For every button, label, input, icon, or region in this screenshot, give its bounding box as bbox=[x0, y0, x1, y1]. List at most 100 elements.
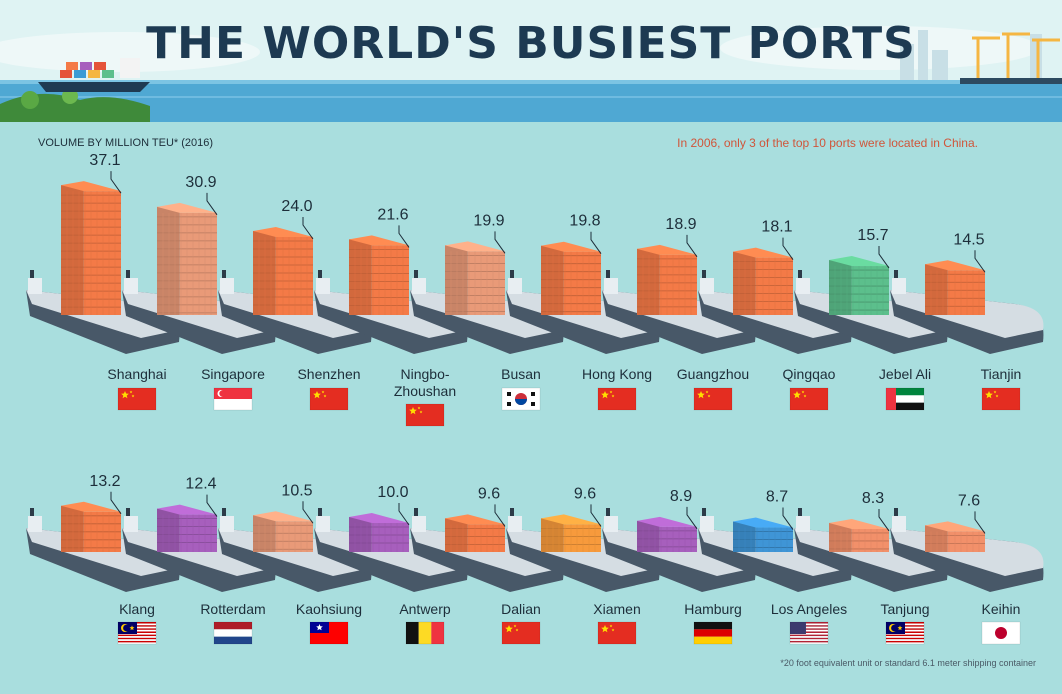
port-label: Dalian bbox=[501, 601, 541, 617]
ship-funnel bbox=[222, 508, 226, 516]
port-label: Hamburg bbox=[684, 601, 742, 617]
port-label: Ningbo-Zhoushan bbox=[394, 366, 456, 399]
china-flag-icon bbox=[982, 388, 1020, 410]
ship-bridge bbox=[892, 516, 906, 532]
bar bbox=[637, 245, 697, 315]
uae-flag-icon bbox=[886, 388, 924, 410]
ship-bridge bbox=[412, 516, 426, 532]
port-label: Keihin bbox=[982, 601, 1021, 617]
ship-bridge bbox=[28, 278, 42, 294]
bar bbox=[733, 518, 793, 552]
port-label: Guangzhou bbox=[677, 366, 749, 382]
germany-flag-icon bbox=[694, 622, 732, 644]
value-label: 9.6 bbox=[574, 485, 596, 502]
ship-funnel bbox=[414, 270, 418, 278]
ship-funnel bbox=[798, 270, 802, 278]
port-tianjin: 14.5 Tianjin bbox=[890, 231, 1043, 410]
bar bbox=[733, 248, 793, 315]
value-label: 13.2 bbox=[89, 473, 120, 490]
ship-funnel bbox=[606, 508, 610, 516]
port-label: Shenzhen bbox=[297, 366, 360, 382]
port-shanghai: 37.1 Shanghai bbox=[26, 152, 179, 410]
value-label: 10.5 bbox=[281, 482, 312, 499]
taiwan-flag-icon bbox=[310, 622, 348, 644]
ship-funnel bbox=[126, 508, 130, 516]
china-flag-icon bbox=[118, 388, 156, 410]
ship-bridge bbox=[796, 516, 810, 532]
port-label: Xiamen bbox=[593, 601, 640, 617]
ship-funnel bbox=[894, 508, 898, 516]
ship-bridge bbox=[508, 516, 522, 532]
netherlands-flag-icon bbox=[214, 622, 252, 644]
china-flag-icon bbox=[310, 388, 348, 410]
ship-funnel bbox=[606, 270, 610, 278]
bar bbox=[157, 505, 217, 552]
belgium-flag-icon bbox=[406, 622, 444, 644]
ship-bridge bbox=[700, 516, 714, 532]
china-flag-icon bbox=[598, 388, 636, 410]
value-label: 7.6 bbox=[958, 492, 980, 509]
bar bbox=[349, 235, 409, 315]
value-label: 18.1 bbox=[761, 219, 792, 236]
port-label: Qingqao bbox=[783, 366, 836, 382]
singapore-flag-icon bbox=[214, 388, 252, 410]
footnote: *20 foot equivalent unit or standard 6.1… bbox=[780, 658, 1036, 668]
bar bbox=[925, 260, 985, 315]
usa-flag-icon bbox=[790, 622, 828, 644]
south-korea-flag-icon bbox=[502, 388, 540, 410]
port-label: Antwerp bbox=[399, 601, 451, 617]
port-label: Tanjung bbox=[880, 601, 929, 617]
ship-bridge bbox=[604, 516, 618, 532]
port-label: Kaohsiung bbox=[296, 601, 362, 617]
ship-bridge bbox=[892, 278, 906, 294]
port-label: Hong Kong bbox=[582, 366, 652, 382]
bar bbox=[829, 519, 889, 552]
port-label: Rotterdam bbox=[200, 601, 265, 617]
ship-funnel bbox=[414, 508, 418, 516]
ship-funnel bbox=[894, 270, 898, 278]
bar bbox=[541, 514, 601, 552]
bar bbox=[541, 242, 601, 315]
bar bbox=[637, 517, 697, 552]
value-label: 18.9 bbox=[665, 216, 696, 233]
ship-bridge bbox=[316, 278, 330, 294]
ship-bridge bbox=[124, 278, 138, 294]
bar bbox=[445, 514, 505, 552]
port-label: Tianjin bbox=[981, 366, 1022, 382]
ship-funnel bbox=[30, 270, 34, 278]
bar bbox=[61, 502, 121, 552]
value-label: 19.9 bbox=[473, 212, 504, 229]
value-label: 37.1 bbox=[89, 152, 120, 169]
ship-bridge bbox=[124, 516, 138, 532]
ship-bridge bbox=[220, 516, 234, 532]
china-flag-icon bbox=[406, 404, 444, 426]
value-label: 15.7 bbox=[857, 227, 888, 244]
value-label: 24.0 bbox=[281, 198, 312, 215]
value-label: 12.4 bbox=[185, 476, 216, 493]
value-label: 8.9 bbox=[670, 488, 692, 505]
ship-funnel bbox=[318, 508, 322, 516]
bar bbox=[829, 256, 889, 315]
port-label: Los Angeles bbox=[771, 601, 847, 617]
bar bbox=[253, 511, 313, 552]
value-label: 21.6 bbox=[377, 206, 408, 223]
ship-funnel bbox=[126, 270, 130, 278]
china-flag-icon bbox=[502, 622, 540, 644]
ship-funnel bbox=[702, 270, 706, 278]
port-label: Klang bbox=[119, 601, 155, 617]
bar bbox=[253, 227, 313, 315]
china-flag-icon bbox=[790, 388, 828, 410]
ship-bridge bbox=[412, 278, 426, 294]
ship-funnel bbox=[510, 270, 514, 278]
ship-bridge bbox=[220, 278, 234, 294]
bar bbox=[157, 203, 217, 315]
ship-funnel bbox=[702, 508, 706, 516]
malaysia-flag-icon bbox=[118, 622, 156, 644]
ship-bridge bbox=[316, 516, 330, 532]
port-label: Singapore bbox=[201, 366, 265, 382]
bar bbox=[349, 513, 409, 552]
malaysia-flag-icon bbox=[886, 622, 924, 644]
value-label: 8.3 bbox=[862, 490, 884, 507]
port-label: Busan bbox=[501, 366, 541, 382]
